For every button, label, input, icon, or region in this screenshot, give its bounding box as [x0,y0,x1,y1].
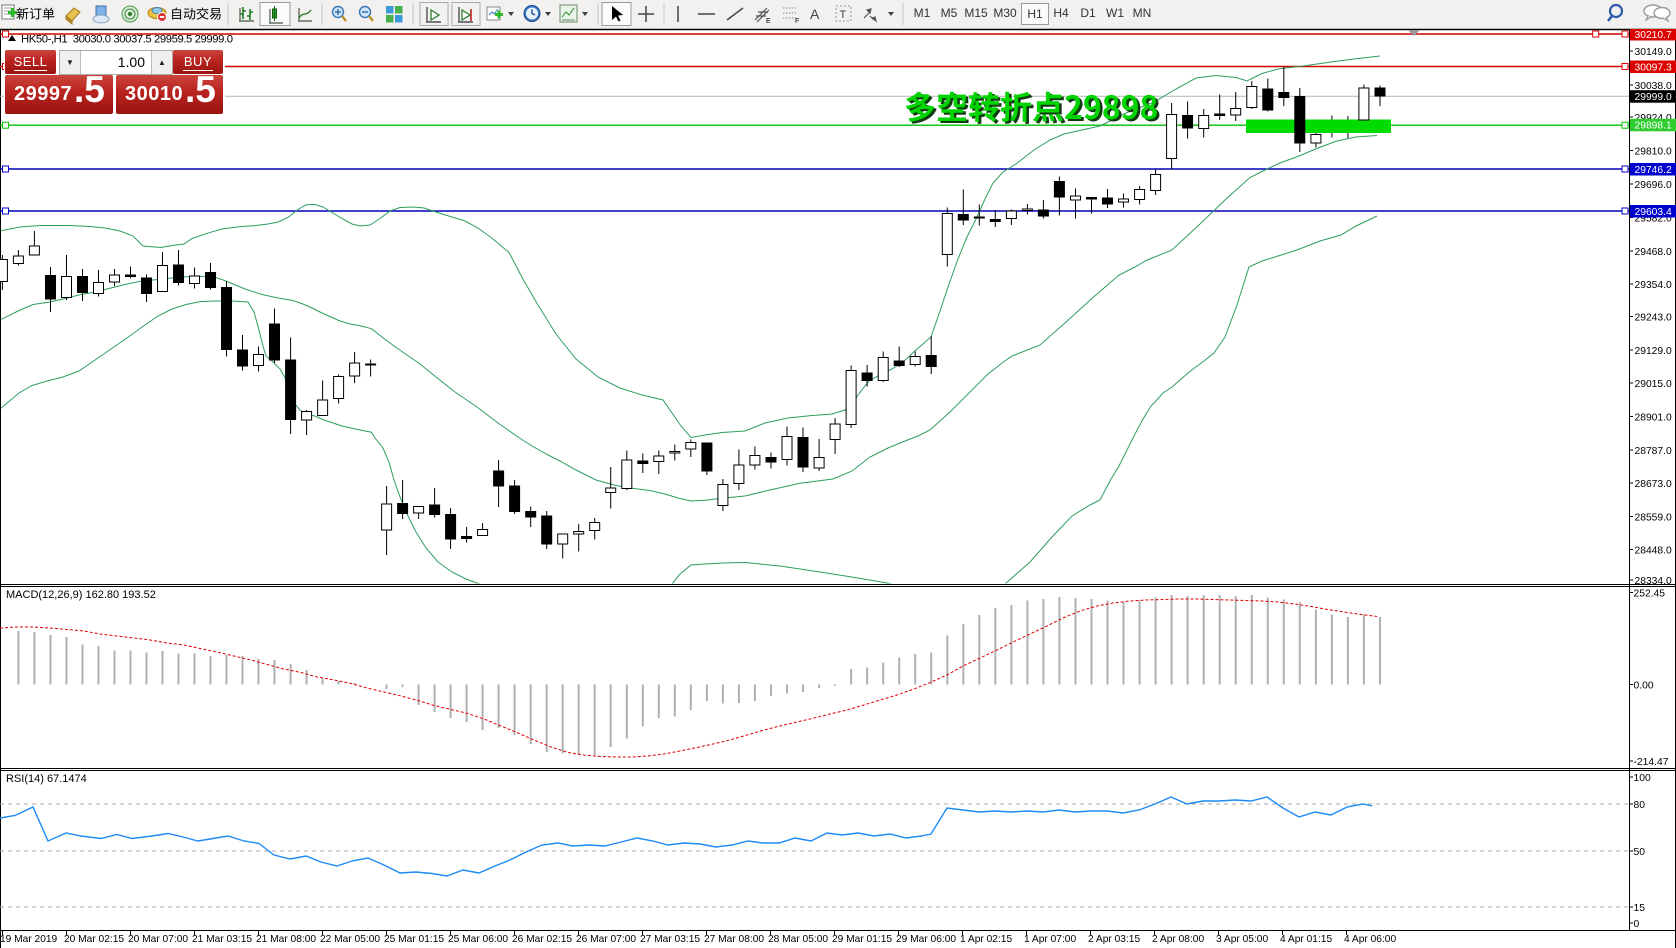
svg-text:1 Apr 07:00: 1 Apr 07:00 [1024,934,1076,945]
svg-text:30038.0: 30038.0 [1635,81,1672,92]
svg-text:A: A [810,6,820,22]
svg-text:0: 0 [1634,919,1640,930]
svg-text:30097.3: 30097.3 [1635,62,1672,73]
svg-text:30149.0: 30149.0 [1635,47,1672,58]
svg-text:29746.2: 29746.2 [1635,165,1672,176]
svg-text:50: 50 [1634,847,1646,858]
svg-text:21 Mar 03:15: 21 Mar 03:15 [192,934,252,945]
svg-text:29810.0: 29810.0 [1635,146,1672,157]
svg-text:E: E [766,18,771,25]
svg-text:19 Mar 2019: 19 Mar 2019 [0,934,58,945]
svg-text:27 Mar 03:15: 27 Mar 03:15 [640,934,700,945]
svg-text:28448.0: 28448.0 [1635,545,1672,556]
svg-text:28673.0: 28673.0 [1635,479,1672,490]
svg-text:T: T [840,9,847,21]
svg-text:29603.4: 29603.4 [1635,207,1672,218]
svg-text:28 Mar 05:00: 28 Mar 05:00 [768,934,828,945]
svg-text:15: 15 [1634,903,1646,914]
svg-text:29582.0: 29582.0 [1635,213,1672,224]
svg-text:4 Apr 01:15: 4 Apr 01:15 [1280,934,1332,945]
svg-text:29898.1: 29898.1 [1635,121,1672,132]
svg-text:-214.47: -214.47 [1634,757,1669,768]
svg-text:20 Mar 02:15: 20 Mar 02:15 [64,934,124,945]
svg-text:25 Mar 01:15: 25 Mar 01:15 [384,934,444,945]
svg-text:29468.0: 29468.0 [1635,247,1672,258]
svg-text:29999.0: 29999.0 [1635,92,1672,103]
svg-text:29 Mar 01:15: 29 Mar 01:15 [832,934,892,945]
svg-text:29243.0: 29243.0 [1635,312,1672,323]
svg-text:29 Mar 06:00: 29 Mar 06:00 [896,934,956,945]
svg-text:28559.0: 28559.0 [1635,512,1672,523]
svg-text:2 Apr 08:00: 2 Apr 08:00 [1152,934,1204,945]
svg-text:28334.0: 28334.0 [1635,576,1672,587]
svg-text:26 Mar 07:00: 26 Mar 07:00 [576,934,636,945]
svg-text:22 Mar 05:00: 22 Mar 05:00 [320,934,380,945]
svg-text:0.00: 0.00 [1634,680,1654,691]
svg-text:HK50-,H1 30030.0 30037.5 2995: HK50-,H1 30030.0 30037.5 29959.5 29999.0 [21,34,233,46]
svg-text:21 Mar 08:00: 21 Mar 08:00 [256,934,316,945]
svg-text:27 Mar 08:00: 27 Mar 08:00 [704,934,764,945]
svg-text:80: 80 [1634,800,1646,811]
svg-text:29015.0: 29015.0 [1635,379,1672,390]
svg-text:29696.0: 29696.0 [1635,180,1672,191]
svg-text:2 Apr 03:15: 2 Apr 03:15 [1088,934,1140,945]
svg-text:1 Apr 02:15: 1 Apr 02:15 [960,934,1012,945]
svg-text:F: F [795,18,799,25]
svg-text:252.45: 252.45 [1634,588,1666,599]
svg-text:100: 100 [1634,773,1651,784]
svg-text:3 Apr 05:00: 3 Apr 05:00 [1216,934,1268,945]
svg-text:29354.0: 29354.0 [1635,280,1672,291]
svg-text:30210.7: 30210.7 [1635,30,1672,41]
svg-text:RSI(14) 67.1474: RSI(14) 67.1474 [6,773,87,785]
svg-text:4 Apr 06:00: 4 Apr 06:00 [1344,934,1396,945]
svg-text:20 Mar 07:00: 20 Mar 07:00 [128,934,188,945]
svg-text:MACD(12,26,9) 162.80 193.52: MACD(12,26,9) 162.80 193.52 [6,589,156,601]
svg-text:28901.0: 28901.0 [1635,412,1672,423]
svg-text:29129.0: 29129.0 [1635,346,1672,357]
svg-text:26 Mar 02:15: 26 Mar 02:15 [512,934,572,945]
svg-text:25 Mar 06:00: 25 Mar 06:00 [448,934,508,945]
svg-text:29924.0: 29924.0 [1635,113,1672,124]
svg-text:28787.0: 28787.0 [1635,446,1672,457]
